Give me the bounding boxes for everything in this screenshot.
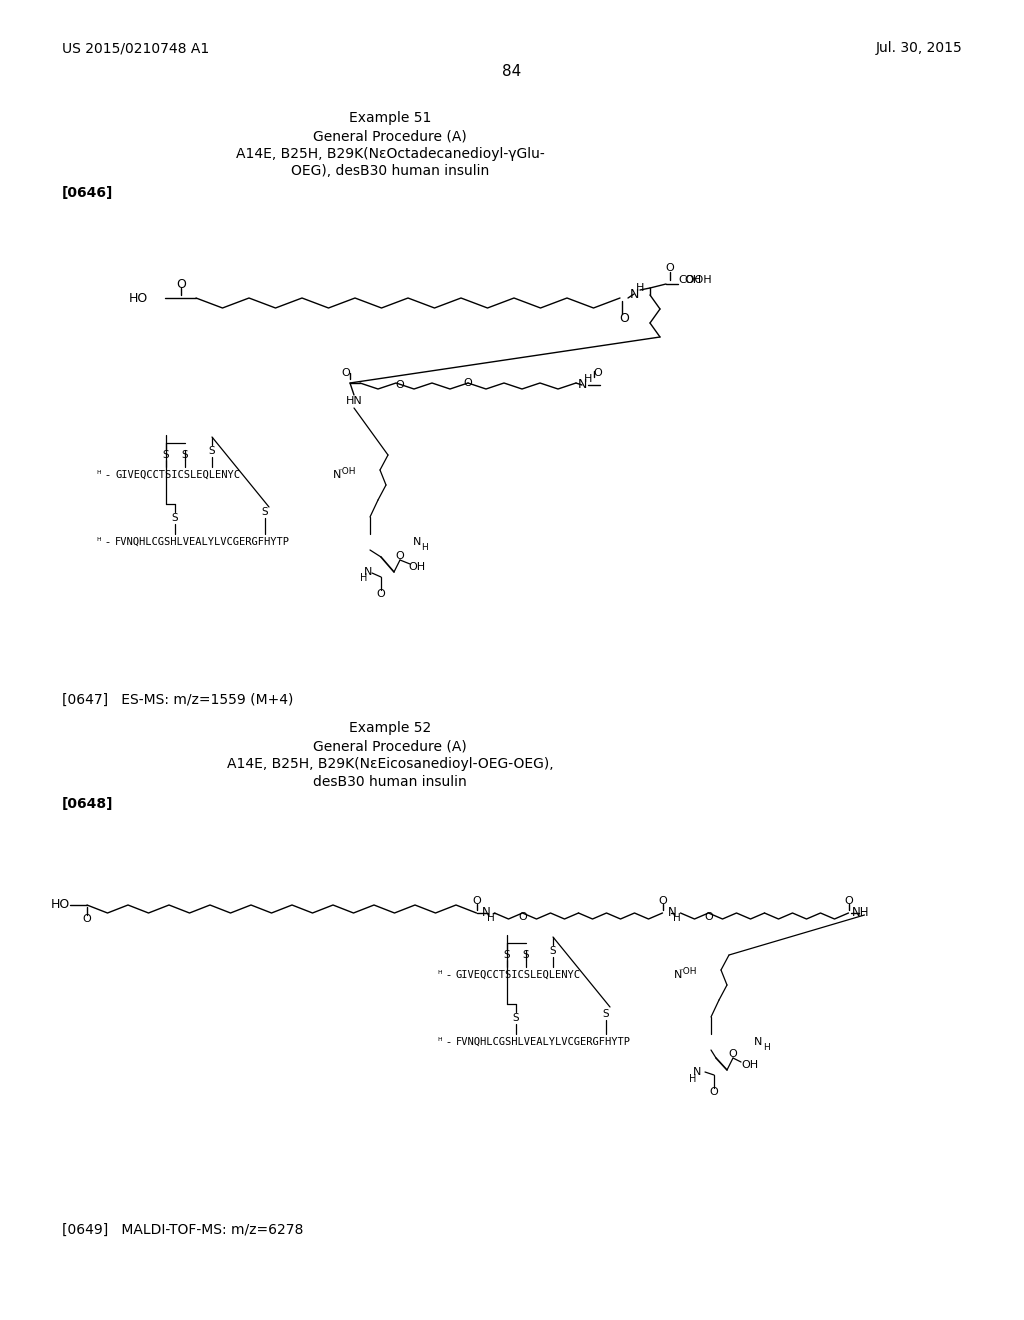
Text: O: O xyxy=(395,550,404,561)
Text: ᴴ: ᴴ xyxy=(96,470,101,480)
Text: COOH: COOH xyxy=(678,275,712,285)
Text: Example 51: Example 51 xyxy=(349,111,431,125)
Text: GIVEQCCTSICSLEQLENYC: GIVEQCCTSICSLEQLENYC xyxy=(115,470,240,480)
Text: HN: HN xyxy=(346,396,362,407)
Text: OH: OH xyxy=(741,1060,758,1071)
Text: H: H xyxy=(486,913,495,923)
Text: General Procedure (A): General Procedure (A) xyxy=(313,739,467,752)
Text: O: O xyxy=(710,1086,719,1097)
Text: S: S xyxy=(550,946,556,956)
Text: N: N xyxy=(333,470,341,480)
Text: FVNQHLCGSHLVEALYLVCGERGFHYTP: FVNQHLCGSHLVEALYLVCGERGFHYTP xyxy=(115,537,290,546)
Text: [0649]   MALDI-TOF-MS: m/z=6278: [0649] MALDI-TOF-MS: m/z=6278 xyxy=(62,1224,303,1237)
Text: [0647]   ES-MS: m/z=1559 (M+4): [0647] ES-MS: m/z=1559 (M+4) xyxy=(62,693,293,708)
Text: US 2015/0210748 A1: US 2015/0210748 A1 xyxy=(62,41,209,55)
Text: H: H xyxy=(584,374,592,384)
Text: N: N xyxy=(668,907,677,920)
Text: -: - xyxy=(446,970,450,979)
Text: S: S xyxy=(262,507,268,517)
Text: N: N xyxy=(482,907,490,920)
Text: H: H xyxy=(689,1074,696,1084)
Text: N: N xyxy=(754,1038,762,1047)
Text: H: H xyxy=(360,573,368,583)
Text: N: N xyxy=(674,970,682,979)
Text: H: H xyxy=(636,282,644,293)
Text: GIVEQCCTSICSLEQLENYC: GIVEQCCTSICSLEQLENYC xyxy=(456,970,581,979)
Text: O: O xyxy=(342,368,350,378)
Text: O: O xyxy=(472,896,481,906)
Text: O: O xyxy=(377,589,385,599)
Text: N: N xyxy=(578,379,587,392)
Text: desB30 human insulin: desB30 human insulin xyxy=(313,775,467,789)
Text: O: O xyxy=(176,277,186,290)
Text: ᴴ: ᴴ xyxy=(437,1038,442,1047)
Text: OH: OH xyxy=(408,562,425,572)
Text: N: N xyxy=(413,537,421,546)
Text: H: H xyxy=(422,543,428,552)
Text: S: S xyxy=(513,1012,519,1023)
Text: S: S xyxy=(181,450,188,459)
Text: NH: NH xyxy=(852,907,869,920)
Text: -: - xyxy=(446,1038,450,1047)
Text: O: O xyxy=(705,912,713,921)
Text: -: - xyxy=(105,537,109,546)
Text: S: S xyxy=(504,950,510,960)
Text: H: H xyxy=(673,913,680,923)
Text: N: N xyxy=(364,568,372,577)
Text: [0646]: [0646] xyxy=(62,186,114,201)
Text: HO: HO xyxy=(51,899,70,912)
Text: ᴴ: ᴴ xyxy=(437,970,442,979)
Text: HO: HO xyxy=(129,292,148,305)
Text: -: - xyxy=(105,470,109,480)
Text: N: N xyxy=(693,1067,701,1077)
Text: A14E, B25H, B29K(NεEicosanedioyl-OEG-OEG),: A14E, B25H, B29K(NεEicosanedioyl-OEG-OEG… xyxy=(226,756,553,771)
Text: O: O xyxy=(395,380,404,389)
Text: S: S xyxy=(163,450,169,459)
Text: A14E, B25H, B29K(NεOctadecanedioyl-γGlu-: A14E, B25H, B29K(NεOctadecanedioyl-γGlu- xyxy=(236,147,545,161)
Text: O: O xyxy=(658,896,667,906)
Text: ⁻OH: ⁻OH xyxy=(338,466,356,475)
Text: Jul. 30, 2015: Jul. 30, 2015 xyxy=(876,41,962,55)
Text: O: O xyxy=(464,378,472,388)
Text: O: O xyxy=(844,896,853,906)
Text: Example 52: Example 52 xyxy=(349,721,431,735)
Text: OH: OH xyxy=(684,275,701,285)
Text: S: S xyxy=(603,1008,609,1019)
Text: 84: 84 xyxy=(503,65,521,79)
Text: [0648]: [0648] xyxy=(62,797,114,810)
Text: O: O xyxy=(518,912,527,921)
Text: FVNQHLCGSHLVEALYLVCGERGFHYTP: FVNQHLCGSHLVEALYLVCGERGFHYTP xyxy=(456,1038,631,1047)
Text: General Procedure (A): General Procedure (A) xyxy=(313,129,467,143)
Text: O: O xyxy=(620,312,629,325)
Text: S: S xyxy=(172,513,178,523)
Text: N: N xyxy=(630,288,639,301)
Text: ⁻OH: ⁻OH xyxy=(679,966,697,975)
Text: S: S xyxy=(209,446,215,455)
Text: S: S xyxy=(522,950,529,960)
Text: O: O xyxy=(594,368,602,378)
Text: H: H xyxy=(763,1043,769,1052)
Text: ᴴ: ᴴ xyxy=(96,537,101,546)
Text: O: O xyxy=(83,913,91,924)
Text: O: O xyxy=(666,263,675,273)
Text: OEG), desB30 human insulin: OEG), desB30 human insulin xyxy=(291,164,489,178)
Text: O: O xyxy=(729,1049,737,1059)
